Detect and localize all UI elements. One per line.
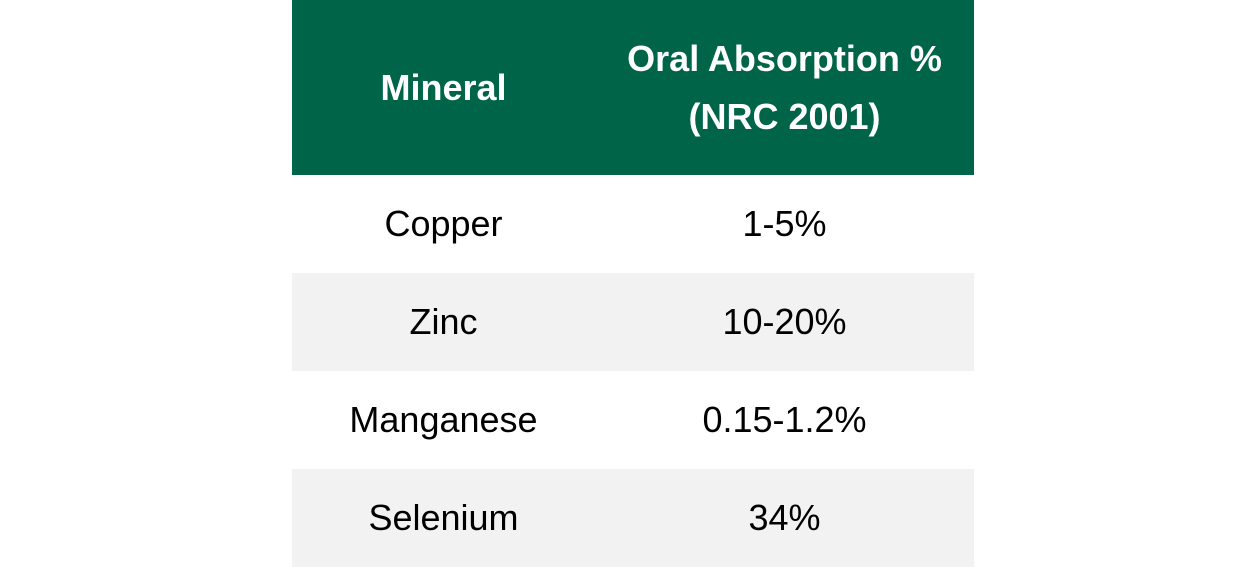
header-oral-absorption-line2: (NRC 2001): [688, 95, 881, 137]
table-row: Selenium 34%: [292, 469, 974, 567]
cell-mineral: Copper: [384, 203, 503, 244]
table-body: Copper 1-5% Zinc 10-20% Manganese 0.15-1…: [292, 175, 974, 567]
cell-absorption: 34%: [748, 497, 821, 538]
cell-absorption: 1-5%: [742, 203, 827, 244]
cell-mineral: Manganese: [349, 399, 538, 440]
cell-absorption: 10-20%: [722, 301, 847, 342]
cell-mineral: Selenium: [368, 497, 519, 538]
header-row: Mineral Oral Absorption % (NRC 2001): [292, 0, 974, 175]
table-header: Mineral Oral Absorption % (NRC 2001): [292, 0, 974, 175]
table-row: Manganese 0.15-1.2%: [292, 371, 974, 469]
mineral-absorption-table: Mineral Oral Absorption % (NRC 2001) Cop…: [292, 0, 974, 567]
table-row: Zinc 10-20%: [292, 273, 974, 371]
table-row: Copper 1-5%: [292, 175, 974, 273]
mineral-absorption-table-container: Mineral Oral Absorption % (NRC 2001) Cop…: [292, 0, 974, 567]
header-mineral: Mineral: [380, 66, 507, 108]
header-oral-absorption: Oral Absorption % (NRC 2001): [595, 0, 974, 175]
cell-absorption: 0.15-1.2%: [702, 399, 867, 440]
cell-mineral: Zinc: [409, 301, 478, 342]
header-oral-absorption-line1: Oral Absorption %: [627, 37, 942, 79]
